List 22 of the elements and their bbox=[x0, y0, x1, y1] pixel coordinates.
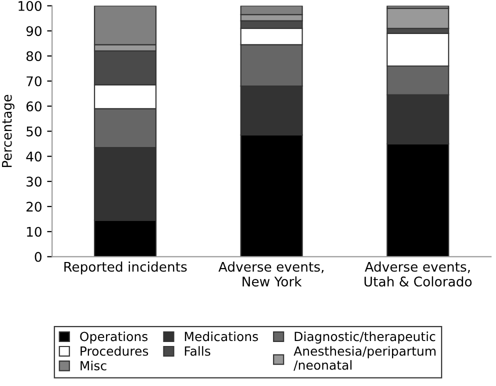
legend-label: Misc bbox=[80, 360, 106, 370]
y-tick-label: 40 bbox=[26, 152, 42, 162]
x-tick-label: Reported incidents bbox=[64, 262, 187, 274]
y-tick-label: 70 bbox=[26, 76, 42, 86]
legend-label: Diagnostic/therapeutic bbox=[294, 332, 436, 344]
legend-label: Anesthesia/peripartum /neonatal bbox=[294, 346, 436, 371]
legend-label: Operations bbox=[80, 332, 148, 344]
y-tick-label: 20 bbox=[26, 202, 42, 212]
y-tick-label: 80 bbox=[26, 51, 42, 62]
legend-label: Falls bbox=[184, 346, 210, 356]
legend-label: Medications bbox=[184, 332, 258, 342]
y-tick-label: 50 bbox=[26, 126, 42, 136]
x-tick-label: Adverse events, Utah & Colorado bbox=[364, 262, 472, 287]
x-tick-label: Adverse events, New York bbox=[218, 262, 324, 287]
y-tick-label: 100 bbox=[18, 1, 42, 11]
y-axis-title: Percentage bbox=[2, 94, 14, 168]
y-tick-label: 10 bbox=[27, 226, 42, 237]
y-tick-label: 30 bbox=[26, 176, 42, 187]
y-tick-label: 90 bbox=[26, 26, 42, 36]
legend-label: Procedures bbox=[80, 346, 148, 356]
y-tick-label: 60 bbox=[26, 101, 42, 112]
y-tick-label: 0 bbox=[34, 252, 42, 262]
